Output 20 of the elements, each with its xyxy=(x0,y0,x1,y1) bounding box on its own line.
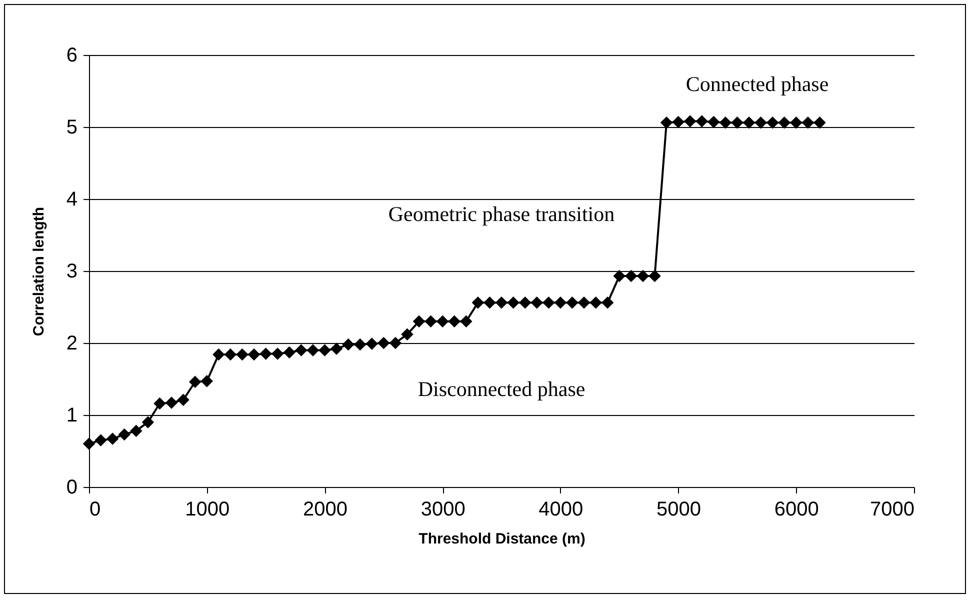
x-tick-label: 4000 xyxy=(538,498,584,520)
y-tick-label: 5 xyxy=(66,116,78,138)
x-tick-label: 0 xyxy=(90,498,101,520)
x-tick-label: 2000 xyxy=(302,498,348,520)
y-tick-label: 2 xyxy=(66,332,78,354)
y-tick-label: 4 xyxy=(66,188,78,210)
annotation: Connected phase xyxy=(686,72,829,96)
y-axis-title: Correlation length xyxy=(30,206,48,336)
y-tick-label: 3 xyxy=(66,260,78,282)
y-tick-label: 1 xyxy=(66,404,78,426)
y-tick-label: 6 xyxy=(66,44,78,66)
x-tick-label: 1000 xyxy=(185,498,230,520)
x-tick-label: 7000 xyxy=(870,498,914,520)
x-tick-label: 6000 xyxy=(774,498,819,520)
x-axis-title: Threshold Distance (m) xyxy=(418,530,586,548)
annotation: Geometric phase transition xyxy=(388,202,616,226)
x-tick-label: 3000 xyxy=(420,498,466,520)
y-tick-label: 0 xyxy=(66,476,78,498)
x-tick-label: 5000 xyxy=(656,498,702,520)
annotation: Disconnected phase xyxy=(418,377,586,401)
